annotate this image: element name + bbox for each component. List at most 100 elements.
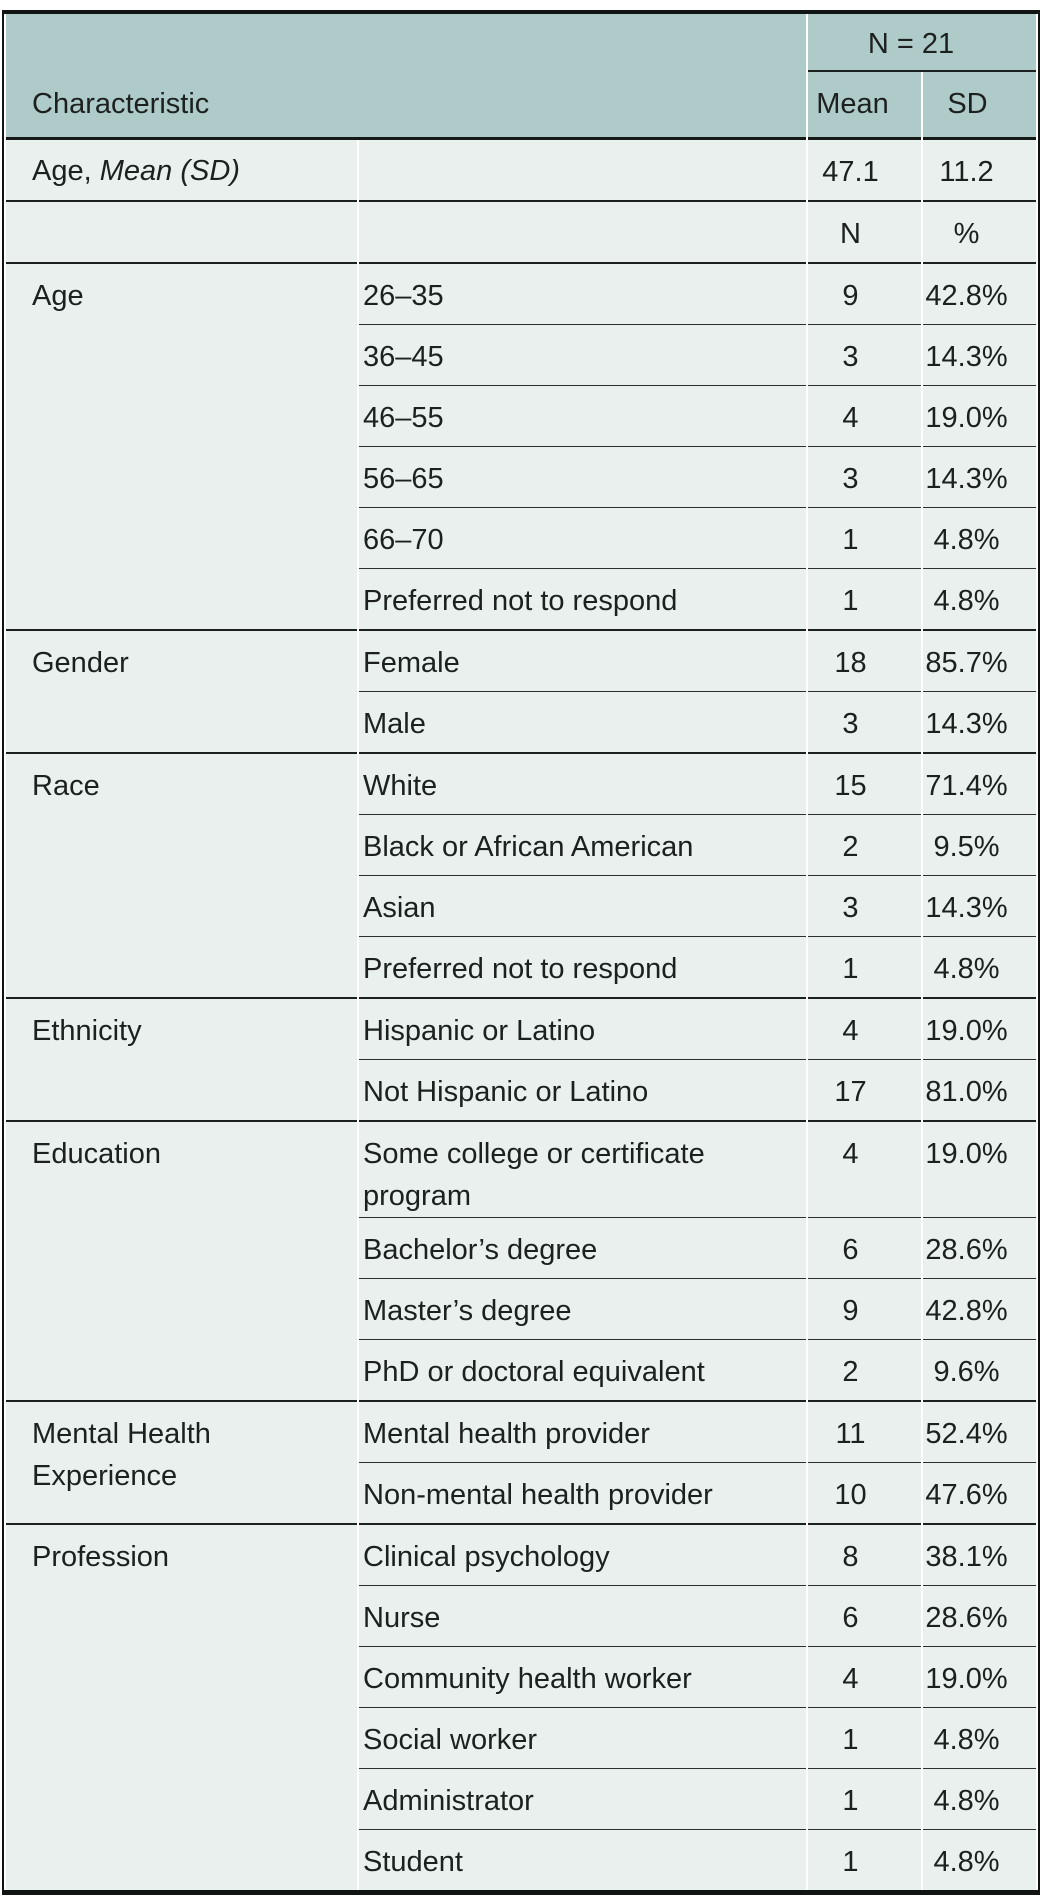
count-cell: 1 bbox=[808, 1830, 921, 1890]
percent-cell: 47.6% bbox=[923, 1463, 1036, 1525]
table-row: Race White 15 71.4% bbox=[6, 754, 1036, 999]
empty-cell bbox=[359, 202, 806, 264]
table-row: Preferred not to respond 1 4.8% bbox=[6, 937, 1036, 999]
table-row: 36–45 3 14.3% bbox=[6, 325, 1036, 386]
count-cell: 4 bbox=[808, 1122, 921, 1218]
sample-size-header: N = 21 bbox=[808, 14, 1036, 72]
category-cell: Non-mental health provider bbox=[359, 1463, 806, 1525]
table-row: Profession Clinical psychology 8 38.1% bbox=[6, 1525, 1036, 1890]
percent-cell: 38.1% bbox=[923, 1525, 1036, 1586]
count-cell: 3 bbox=[808, 692, 921, 754]
percent-cell: 85.7% bbox=[923, 631, 1036, 692]
characteristic-column-header: Characteristic bbox=[6, 72, 806, 140]
count-cell: 2 bbox=[808, 1340, 921, 1402]
percent-cell: 14.3% bbox=[923, 447, 1036, 508]
percent-cell: 4.8% bbox=[923, 1830, 1036, 1890]
percent-cell: 52.4% bbox=[923, 1402, 1036, 1463]
table-row: Non-mental health provider 10 47.6% bbox=[6, 1463, 1036, 1525]
percent-cell: 28.6% bbox=[923, 1586, 1036, 1647]
table-row: Preferred not to respond 1 4.8% bbox=[6, 569, 1036, 631]
category-cell: Not Hispanic or Latino bbox=[359, 1060, 806, 1122]
percent-cell: 9.5% bbox=[923, 815, 1036, 876]
count-cell: 11 bbox=[808, 1402, 921, 1463]
count-cell: 3 bbox=[808, 325, 921, 386]
table-row: 66–70 1 4.8% bbox=[6, 508, 1036, 569]
category-cell: Mental health provider bbox=[359, 1402, 806, 1463]
count-cell: 6 bbox=[808, 1586, 921, 1647]
percent-cell: 4.8% bbox=[923, 508, 1036, 569]
count-cell: 1 bbox=[808, 569, 921, 631]
count-cell: 1 bbox=[808, 1708, 921, 1769]
count-cell: 6 bbox=[808, 1218, 921, 1279]
age-mean-value: 47.1 bbox=[808, 140, 921, 202]
demographics-table: N = 21 Characteristic Mean SD Age, Mean … bbox=[4, 14, 1038, 1890]
table-row: Social worker 1 4.8% bbox=[6, 1708, 1036, 1769]
mean-column-header: Mean bbox=[808, 72, 921, 140]
count-cell: 1 bbox=[808, 937, 921, 999]
category-cell: 26–35 bbox=[359, 264, 806, 325]
percent-cell: 4.8% bbox=[923, 569, 1036, 631]
percent-cell: 14.3% bbox=[923, 692, 1036, 754]
category-cell: Preferred not to respond bbox=[359, 569, 806, 631]
percent-cell: 14.3% bbox=[923, 325, 1036, 386]
percent-cell: 4.8% bbox=[923, 1708, 1036, 1769]
category-cell: Student bbox=[359, 1830, 806, 1890]
category-cell: PhD or doctoral equivalent bbox=[359, 1340, 806, 1402]
category-cell: White bbox=[359, 754, 806, 815]
table-row: Male 3 14.3% bbox=[6, 692, 1036, 754]
header-row-sample-size: N = 21 bbox=[6, 14, 1036, 72]
category-cell: Asian bbox=[359, 876, 806, 937]
category-cell: 66–70 bbox=[359, 508, 806, 569]
group-label-cell: Mental Health Experience bbox=[6, 1402, 357, 1525]
count-cell: 15 bbox=[808, 754, 921, 815]
group-label-cell: Gender bbox=[6, 631, 357, 754]
percent-cell: 14.3% bbox=[923, 876, 1036, 937]
count-cell: 18 bbox=[808, 631, 921, 692]
table-row: Master’s degree 9 42.8% bbox=[6, 1279, 1036, 1340]
percent-cell: 9.6% bbox=[923, 1340, 1036, 1402]
header-blank-cell bbox=[6, 14, 806, 72]
percent-cell: 4.8% bbox=[923, 937, 1036, 999]
empty-cell bbox=[359, 140, 806, 202]
category-cell: Nurse bbox=[359, 1586, 806, 1647]
table-header: N = 21 Characteristic Mean SD bbox=[6, 14, 1036, 140]
table-row: 56–65 3 14.3% bbox=[6, 447, 1036, 508]
percent-cell: 71.4% bbox=[923, 754, 1036, 815]
category-cell: Black or African American bbox=[359, 815, 806, 876]
percent-cell: 19.0% bbox=[923, 999, 1036, 1060]
category-cell: Clinical psychology bbox=[359, 1525, 806, 1586]
age-mean-sd-label: Age, Mean (SD) bbox=[6, 140, 357, 202]
group-label-cell: Race bbox=[6, 754, 357, 999]
count-cell: 8 bbox=[808, 1525, 921, 1586]
count-cell: 1 bbox=[808, 1769, 921, 1830]
count-cell: 9 bbox=[808, 1279, 921, 1340]
empty-cell bbox=[6, 202, 357, 264]
table-row: 46–55 4 19.0% bbox=[6, 386, 1036, 447]
percent-cell: 42.8% bbox=[923, 1279, 1036, 1340]
table-row: Not Hispanic or Latino 17 81.0% bbox=[6, 1060, 1036, 1122]
table-row: Community health worker 4 19.0% bbox=[6, 1647, 1036, 1708]
category-cell: Female bbox=[359, 631, 806, 692]
percent-cell: 42.8% bbox=[923, 264, 1036, 325]
table-row: Mental Health Experience Mental health pr… bbox=[6, 1402, 1036, 1525]
group-label-cell: Ethnicity bbox=[6, 999, 357, 1122]
count-cell: 2 bbox=[808, 815, 921, 876]
count-cell: 3 bbox=[808, 447, 921, 508]
group-label-cell: Education bbox=[6, 1122, 357, 1402]
count-cell: 4 bbox=[808, 1647, 921, 1708]
group-label-cell: Age bbox=[6, 264, 357, 631]
table-row: Age 26–35 9 42.8% bbox=[6, 264, 1036, 631]
category-cell: Administrator bbox=[359, 1769, 806, 1830]
count-cell: 17 bbox=[808, 1060, 921, 1122]
table-row: Student 1 4.8% bbox=[6, 1830, 1036, 1890]
n-subheader: N bbox=[808, 202, 921, 264]
table-row: Gender Female 18 85.7% bbox=[6, 631, 1036, 754]
category-cell: Bachelor’s degree bbox=[359, 1218, 806, 1279]
percent-cell: 19.0% bbox=[923, 1122, 1036, 1218]
table-row: Education Some college or certificate pro… bbox=[6, 1122, 1036, 1402]
count-cell: 4 bbox=[808, 999, 921, 1060]
count-cell: 3 bbox=[808, 876, 921, 937]
age-mean-sd-row: Age, Mean (SD) 47.1 11.2 bbox=[6, 140, 1036, 202]
table-row: Administrator 1 4.8% bbox=[6, 1769, 1036, 1830]
category-cell: Social worker bbox=[359, 1708, 806, 1769]
